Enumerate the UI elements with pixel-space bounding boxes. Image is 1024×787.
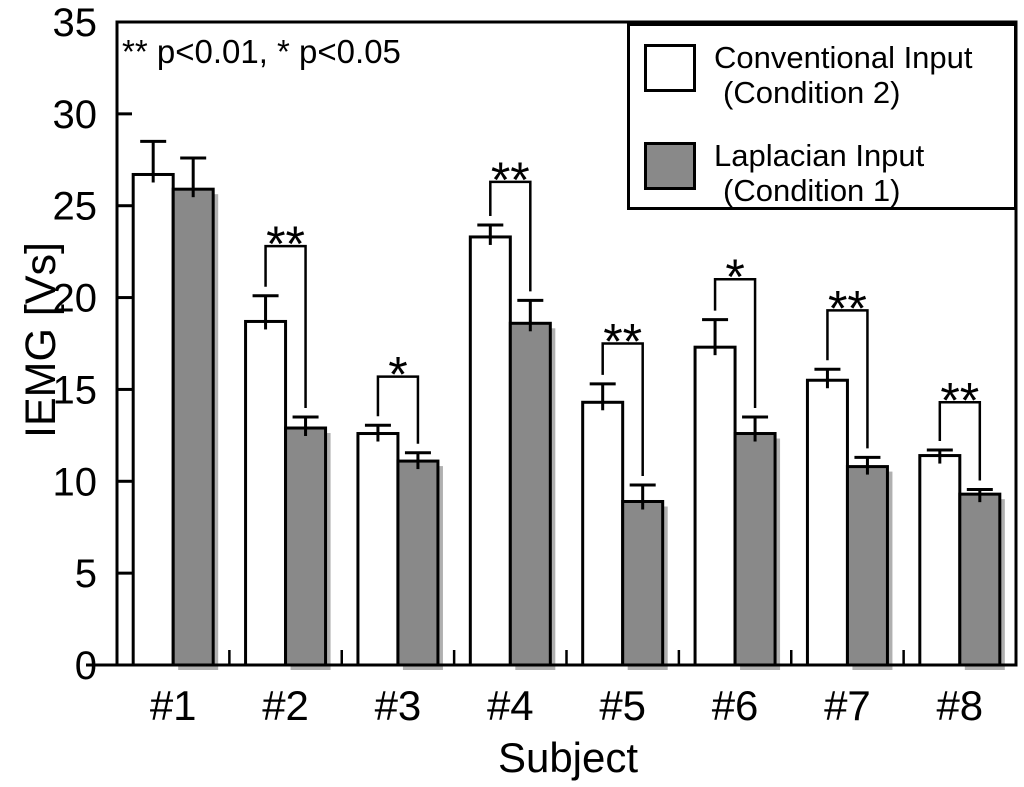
y-axis-title: IEMG [Vs]	[17, 242, 65, 438]
x-tick-label-2: #2	[262, 682, 309, 729]
bar-laplacian-7	[845, 465, 889, 667]
significance-bracket-6	[713, 277, 757, 408]
bar-conventional-7	[805, 378, 849, 667]
x-tick-label-8: #8	[936, 682, 983, 729]
significance-marker-5: **	[603, 314, 642, 370]
legend-label-conventional: Conventional Input	[714, 40, 973, 75]
bar-conventional-4	[468, 235, 512, 667]
plot-border	[115, 20, 1018, 667]
legend-box: Conventional Input (Condition 2) Laplaci…	[627, 23, 1017, 210]
legend-text-conventional: Conventional Input (Condition 2)	[714, 40, 973, 110]
bar-laplacian-2	[284, 426, 328, 667]
x-tick-label-4: #4	[487, 682, 534, 729]
y-tick-label-15: 15	[53, 368, 98, 412]
bar-laplacian-6	[733, 432, 777, 667]
bar-conventional-3	[356, 432, 400, 667]
y-tick-label-30: 30	[53, 93, 98, 137]
significance-bracket-3	[376, 375, 420, 444]
legend-sublabel-laplacian: (Condition 1)	[723, 173, 901, 208]
legend-text-laplacian: Laplacian Input (Condition 1)	[714, 138, 924, 208]
significance-marker-8: **	[940, 372, 979, 428]
significance-marker-2: **	[266, 216, 305, 272]
y-tick-label-0: 0	[75, 644, 97, 688]
bar-laplacian-3	[396, 459, 440, 667]
legend-label-laplacian: Laplacian Input	[714, 138, 925, 173]
legend-sublabel-conventional: (Condition 2)	[723, 75, 901, 110]
legend-swatch-conventional-icon	[644, 44, 696, 92]
bar-conventional-2	[244, 319, 288, 667]
bar-conventional-8	[918, 454, 962, 667]
x-tick-label-3: #3	[375, 682, 422, 729]
bar-conventional-5	[581, 400, 625, 667]
significance-bracket-8	[938, 401, 982, 481]
significance-bracket-7	[826, 309, 869, 449]
significance-bracket-2	[264, 244, 307, 408]
significance-bracket-5	[601, 342, 644, 476]
significance-note: ** p<0.01, * p<0.05	[122, 33, 401, 70]
y-tick-label-5: 5	[75, 552, 97, 596]
significance-marker-3: *	[388, 347, 407, 403]
bar-laplacian-5	[621, 499, 665, 667]
significance-bracket-4	[489, 180, 532, 292]
y-tick-label-25: 25	[53, 185, 98, 229]
x-tick-label-7: #7	[824, 682, 871, 729]
legend-swatch-laplacian-icon	[644, 142, 696, 190]
y-tick-label-10: 10	[53, 460, 98, 504]
significance-marker-4: **	[491, 152, 530, 208]
bar-laplacian-1	[171, 187, 215, 667]
x-tick-label-6: #6	[712, 682, 759, 729]
x-tick-label-5: #5	[599, 682, 646, 729]
significance-marker-6: *	[725, 249, 744, 305]
legend-entry-conventional: Conventional Input (Condition 2)	[644, 40, 1014, 110]
bar-laplacian-8	[958, 492, 1002, 667]
legend-entry-laplacian: Laplacian Input (Condition 1)	[644, 138, 1014, 208]
significance-marker-7: **	[828, 280, 867, 336]
bar-laplacian-4	[508, 321, 552, 667]
x-axis-title: Subject	[497, 734, 639, 781]
y-tick-label-20: 20	[53, 277, 98, 321]
x-tick-label-1: #1	[150, 682, 197, 729]
bar-conventional-1	[131, 172, 175, 667]
y-tick-label-35: 35	[53, 1, 98, 45]
bar-conventional-6	[693, 345, 737, 667]
